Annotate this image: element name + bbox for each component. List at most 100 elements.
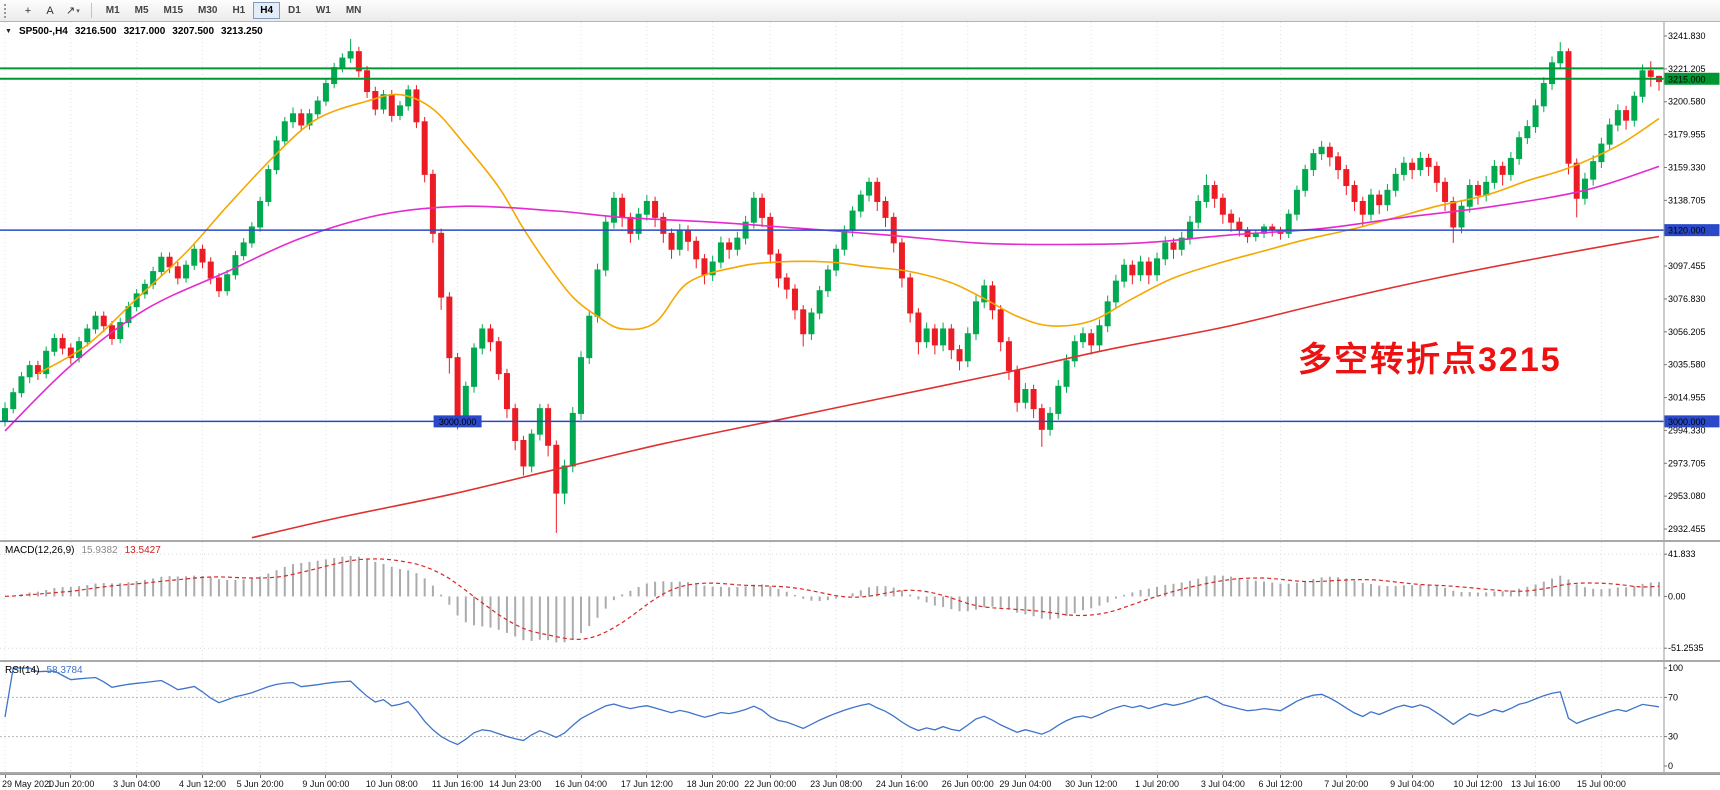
timeframe-button-mn[interactable]: MN xyxy=(339,2,369,19)
svg-text:41.833: 41.833 xyxy=(1668,549,1696,559)
arrows-tool-button[interactable]: ↗ ▾ xyxy=(62,2,84,20)
toolbar-divider xyxy=(90,3,92,18)
timeframe-button-w1[interactable]: W1 xyxy=(309,2,338,19)
time-tick xyxy=(1090,775,1092,778)
symbol-name: SP500-,H4 xyxy=(18,26,68,37)
timeframe-button-m5[interactable]: M5 xyxy=(128,2,156,19)
grid-layer xyxy=(4,22,1602,540)
candlestick-chart[interactable]: 3000.000 3241.830 3221.205 3200.580 3179.955… xyxy=(0,22,1720,540)
svg-text:2973.705: 2973.705 xyxy=(1668,458,1706,468)
ma-magenta xyxy=(4,165,1660,432)
time-tick xyxy=(712,775,714,778)
svg-text:3241.830: 3241.830 xyxy=(1668,31,1706,41)
time-tick xyxy=(1600,775,1602,778)
time-tick xyxy=(901,775,903,778)
time-tick xyxy=(1279,775,1281,778)
time-tick xyxy=(835,775,837,778)
time-tick xyxy=(514,775,516,778)
macd-name: MACD(12,26,9) xyxy=(5,545,75,556)
window-separator-2[interactable] xyxy=(0,660,1720,662)
quote-open: 3216.500 xyxy=(74,26,117,37)
time-tick xyxy=(1024,775,1026,778)
time-label: 13 Jul 16:00 xyxy=(1511,779,1561,789)
svg-text:3056.205: 3056.205 xyxy=(1668,327,1706,337)
svg-text:3097.455: 3097.455 xyxy=(1668,261,1706,271)
toolbar-grip[interactable] xyxy=(4,3,11,18)
timeframe-button-m30[interactable]: M30 xyxy=(191,2,224,19)
text-tool-icon: A xyxy=(46,4,54,17)
quote-high: 3217.000 xyxy=(123,26,166,37)
rsi-value: 58.3784 xyxy=(46,665,83,676)
svg-text:2932.455: 2932.455 xyxy=(1668,524,1706,534)
time-label: 3 Jun 04:00 xyxy=(113,779,161,789)
svg-text:3076.830: 3076.830 xyxy=(1668,294,1706,304)
window-separator-1[interactable] xyxy=(0,540,1720,542)
rsi-indicator-chart[interactable]: 100 70 30 0 xyxy=(0,662,1720,772)
candles-layer xyxy=(2,38,1662,533)
window-separator-3[interactable] xyxy=(0,772,1720,774)
time-label: 14 Jun 23:00 xyxy=(489,779,542,789)
time-label: 11 Jun 16:00 xyxy=(431,779,484,789)
time-label: 15 Jul 00:00 xyxy=(1576,779,1626,789)
text-tool-button[interactable]: A xyxy=(40,2,60,20)
time-label: 30 Jun 12:00 xyxy=(1065,779,1118,789)
time-tick xyxy=(646,775,648,778)
symbol-dropdown-icon[interactable]: ▼ xyxy=(5,28,12,35)
svg-text:0: 0 xyxy=(1668,761,1673,771)
svg-text:3138.705: 3138.705 xyxy=(1668,195,1706,205)
grid-layer xyxy=(4,662,1602,772)
svg-text:30: 30 xyxy=(1668,732,1678,742)
time-tick xyxy=(1535,775,1537,778)
svg-text:3000.000: 3000.000 xyxy=(439,417,477,427)
svg-text:3215.000: 3215.000 xyxy=(1668,74,1706,84)
price-axis: 100 70 30 0 xyxy=(1663,662,1720,772)
time-tick xyxy=(1477,775,1479,778)
svg-text:3035.580: 3035.580 xyxy=(1668,360,1706,370)
svg-text:2994.330: 2994.330 xyxy=(1668,425,1706,435)
crosshair-tool-button[interactable]: + xyxy=(18,2,38,20)
time-tick xyxy=(1156,775,1158,778)
svg-text:3221.205: 3221.205 xyxy=(1668,64,1706,74)
time-tick xyxy=(1222,775,1224,778)
timeframe-button-h1[interactable]: H1 xyxy=(225,2,252,19)
time-tick xyxy=(1411,775,1413,778)
timeframe-buttons-group: M1 M5 M15 M30 H1 H4 D1 W1 MN xyxy=(99,2,369,19)
grid-layer xyxy=(4,542,1602,660)
macd-levels xyxy=(0,553,1664,649)
time-tick xyxy=(4,775,6,778)
svg-text:0.00: 0.00 xyxy=(1668,591,1686,601)
timeframe-button-h4[interactable]: H4 xyxy=(253,2,281,19)
time-label: 23 Jun 08:00 xyxy=(810,779,863,789)
time-label: 10 Jun 08:00 xyxy=(365,779,418,789)
timeframe-button-m15[interactable]: M15 xyxy=(157,2,190,19)
time-label: 17 Jun 12:00 xyxy=(620,779,673,789)
price-axis: 3241.830 3221.205 3200.580 3179.955 3159.330… xyxy=(1663,22,1720,540)
main-chart-window: 3000.000 3241.830 3221.205 3200.580 3179.955… xyxy=(0,22,1720,540)
time-axis[interactable]: 29 May 2020 1 Jun 20:00 3 Jun 04:00 4 Jun 1… xyxy=(0,774,1720,790)
moving-averages-layer xyxy=(4,93,1660,539)
time-label: 3 Jul 04:00 xyxy=(1200,779,1245,789)
time-label: 7 Jul 20:00 xyxy=(1324,779,1369,789)
time-label: 26 Jun 00:00 xyxy=(941,779,994,789)
svg-text:3000.000: 3000.000 xyxy=(1668,417,1706,427)
timeframe-button-d1[interactable]: D1 xyxy=(281,2,308,19)
horizontal-lines-layer: 3000.000 xyxy=(0,67,1664,428)
symbol-quote-line: ▼ SP500-,H4 3216.500 3217.000 3207.500 3… xyxy=(5,26,263,37)
time-tick xyxy=(967,775,969,778)
macd-histogram xyxy=(12,555,1660,643)
svg-text:70: 70 xyxy=(1668,692,1678,702)
time-tick xyxy=(136,775,138,778)
time-label: 9 Jul 04:00 xyxy=(1390,779,1435,789)
timeframe-button-m1[interactable]: M1 xyxy=(99,2,127,19)
time-tick xyxy=(457,775,459,778)
time-label: 5 Jun 20:00 xyxy=(236,779,284,789)
rsi-label: RSI(14) 58.3784 xyxy=(5,665,83,676)
macd-signal-value: 13.5427 xyxy=(124,545,161,556)
time-tick xyxy=(580,775,582,778)
rsi-name: RSI(14) xyxy=(5,665,40,676)
time-tick xyxy=(70,775,72,778)
time-tick xyxy=(391,775,393,778)
macd-indicator-chart[interactable]: 41.833 0.00 -51.2535 xyxy=(0,542,1720,660)
price-axis: 41.833 0.00 -51.2535 xyxy=(1663,542,1720,660)
